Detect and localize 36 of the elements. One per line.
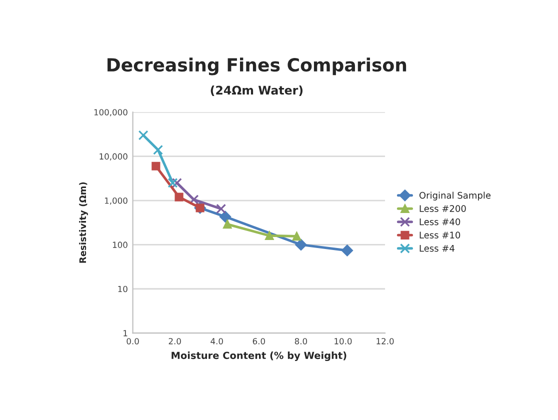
point [220,210,232,222]
x-tick-label: 4.0 [210,338,223,344]
point [223,220,232,229]
x-tick-label: 0.0 [126,338,139,344]
point [295,238,307,250]
legend-label: Original Sample [419,192,491,200]
x-tick-label: 6.0 [252,338,265,344]
chart-subtitle: (24Ωm Water) [210,86,303,96]
point [265,231,274,240]
legend-label: Less #200 [420,205,466,212]
legend-label: Less #40 [420,218,460,226]
x-tick-label: 12.0 [376,338,394,344]
x-tick-label: 2.0 [168,338,181,344]
point [216,204,226,214]
legend-label: Less #4 [420,245,454,252]
y-tick-label: 1 [124,330,128,336]
point [152,162,160,170]
y-tick-label: 10 [118,286,128,292]
point [138,130,148,140]
x-tick-label: 10.0 [334,338,352,344]
y-tick-label: 1,000 [105,197,128,205]
point [188,194,199,205]
y-tick-label: 100,000 [94,109,128,116]
point [172,178,182,188]
point [341,244,353,256]
legend-label: Less #10 [420,232,460,238]
point [168,178,178,188]
chart-title: Decreasing Fines Comparison [108,58,406,76]
x-tick-label: 8.0 [294,338,308,344]
point [174,192,184,202]
point [292,232,302,241]
x-axis-title: Moisture Content (% by Weight) [172,352,346,362]
y-tick-label: 100 [112,242,128,248]
y-axis-title: Resistivity (Ωm) [79,182,88,263]
point [153,144,164,155]
y-tick-label: 10,000 [100,153,128,160]
